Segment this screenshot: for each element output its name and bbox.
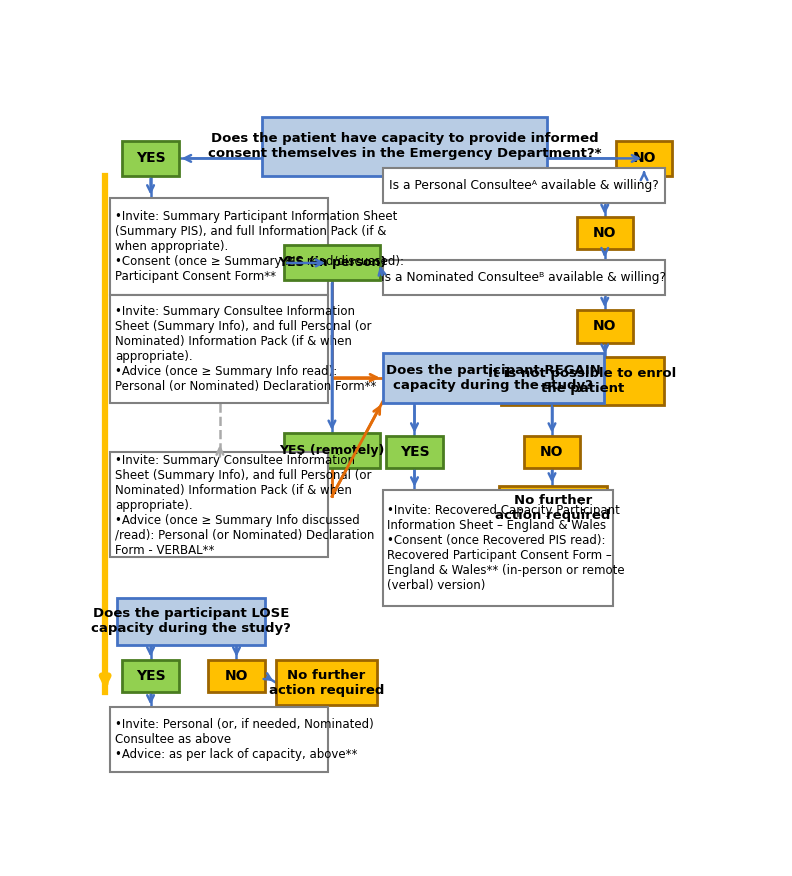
Text: NO: NO (632, 152, 656, 166)
FancyBboxPatch shape (577, 217, 633, 250)
FancyBboxPatch shape (383, 490, 613, 605)
FancyBboxPatch shape (386, 435, 443, 468)
FancyBboxPatch shape (383, 353, 604, 403)
FancyBboxPatch shape (261, 117, 547, 176)
Text: Does the participant LOSE
capacity during the study?: Does the participant LOSE capacity durin… (91, 607, 291, 635)
Text: Is a Nominated Consulteeᴮ available & willing?: Is a Nominated Consulteeᴮ available & wi… (381, 272, 666, 285)
FancyBboxPatch shape (110, 453, 328, 557)
Text: Is a Personal Consulteeᴬ available & willing?: Is a Personal Consulteeᴬ available & wil… (389, 179, 659, 192)
FancyBboxPatch shape (501, 357, 664, 406)
Text: •Invite: Summary Consultee Information
Sheet (Summary Info), and full Personal (: •Invite: Summary Consultee Information S… (115, 306, 376, 393)
Text: •Invite: Summary Participant Information Sheet
(Summary PIS), and full Informati: •Invite: Summary Participant Information… (115, 210, 404, 283)
Text: YES (in person): YES (in person) (278, 257, 386, 270)
Text: No further
action required: No further action required (495, 494, 611, 522)
FancyBboxPatch shape (110, 295, 328, 403)
Text: YES: YES (400, 445, 429, 459)
FancyBboxPatch shape (110, 708, 328, 772)
FancyBboxPatch shape (616, 141, 672, 176)
FancyBboxPatch shape (383, 168, 665, 203)
Text: Does the participant REGAIN
capacity during the study?: Does the participant REGAIN capacity dur… (386, 364, 600, 392)
Text: YES: YES (135, 668, 166, 682)
Text: It is not possible to enrol
the patient: It is not possible to enrol the patient (488, 367, 676, 395)
Text: •Invite: Summary Consultee Information
Sheet (Summary Info), and full Personal (: •Invite: Summary Consultee Information S… (115, 454, 375, 556)
FancyBboxPatch shape (383, 260, 665, 295)
FancyBboxPatch shape (276, 660, 377, 705)
Text: Does the patient have capacity to provide informed
consent themselves in the Eme: Does the patient have capacity to provid… (208, 132, 601, 160)
FancyBboxPatch shape (110, 197, 328, 295)
FancyBboxPatch shape (524, 435, 581, 468)
Text: NO: NO (540, 445, 564, 459)
Text: NO: NO (225, 668, 248, 682)
Text: No further
action required: No further action required (268, 668, 384, 696)
Text: •Invite: Recovered Capacity Participant
Information Sheet – England & Wales
•Con: •Invite: Recovered Capacity Participant … (387, 504, 625, 591)
FancyBboxPatch shape (117, 597, 265, 645)
FancyBboxPatch shape (284, 433, 379, 468)
Text: NO: NO (593, 320, 616, 334)
Text: NO: NO (593, 226, 616, 240)
FancyBboxPatch shape (208, 660, 265, 692)
Text: •Invite: Personal (or, if needed, Nominated)
Consultee as above
•Advice: as per : •Invite: Personal (or, if needed, Nomina… (115, 718, 374, 761)
FancyBboxPatch shape (499, 485, 607, 532)
FancyBboxPatch shape (122, 660, 179, 692)
FancyBboxPatch shape (284, 245, 379, 280)
Text: YES: YES (135, 152, 166, 166)
Text: YES (remotely): YES (remotely) (280, 444, 385, 457)
FancyBboxPatch shape (122, 141, 179, 176)
FancyBboxPatch shape (577, 310, 633, 343)
